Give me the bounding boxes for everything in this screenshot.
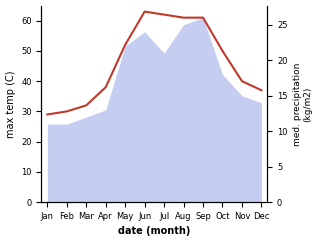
X-axis label: date (month): date (month) — [118, 227, 190, 236]
Y-axis label: med. precipitation
(kg/m2): med. precipitation (kg/m2) — [293, 62, 313, 145]
Y-axis label: max temp (C): max temp (C) — [5, 70, 16, 138]
